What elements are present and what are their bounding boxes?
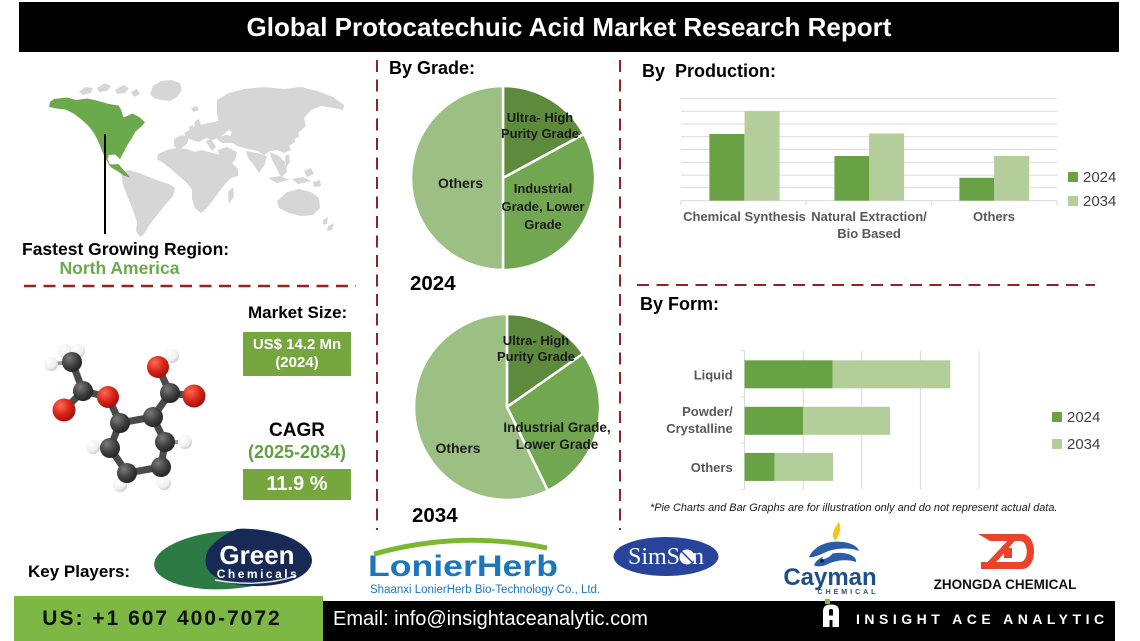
svg-text:Crystalline: Crystalline bbox=[666, 421, 732, 436]
svg-text:CHEMICAL: CHEMICAL bbox=[818, 589, 879, 596]
svg-text:Green: Green bbox=[219, 540, 294, 570]
svg-text:2024: 2024 bbox=[1083, 169, 1116, 186]
svg-text:Natural Extraction/: Natural Extraction/ bbox=[811, 209, 927, 224]
svg-text:Bio Based: Bio Based bbox=[837, 226, 901, 240]
svg-text:Shaanxi LonierHerb Bio-Technol: Shaanxi LonierHerb Bio-Technology Co., L… bbox=[370, 584, 600, 596]
svg-text:2024: 2024 bbox=[1067, 409, 1100, 426]
svg-text:Liquid: Liquid bbox=[694, 368, 733, 383]
svg-text:LonierHerb: LonierHerb bbox=[368, 550, 558, 583]
svg-text:Others: Others bbox=[973, 209, 1015, 224]
svg-text:Cayman: Cayman bbox=[783, 564, 876, 591]
svg-text:Chemical Synthesis: Chemical Synthesis bbox=[683, 209, 806, 224]
svg-text:ZHONGDA CHEMICAL: ZHONGDA CHEMICAL bbox=[934, 577, 1077, 592]
svg-text:Chemicals: Chemicals bbox=[217, 567, 300, 581]
svg-text:Others: Others bbox=[691, 460, 733, 475]
svg-text:Powder/: Powder/ bbox=[682, 404, 733, 419]
svg-text:2034: 2034 bbox=[1067, 436, 1100, 453]
svg-text:2034: 2034 bbox=[1083, 193, 1116, 210]
svg-text:INSIGHT ACE ANALYTIC: INSIGHT ACE ANALYTIC bbox=[856, 611, 1109, 627]
